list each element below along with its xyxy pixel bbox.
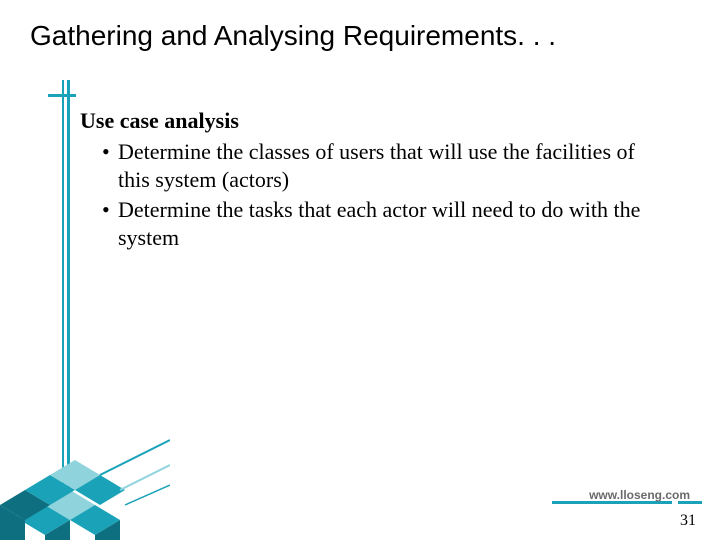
page-title: Gathering and Analysing Requirements. . … [30, 20, 556, 52]
list-item: Determine the classes of users that will… [102, 138, 670, 194]
bullet-list: Determine the classes of users that will… [80, 138, 670, 253]
slide: Gathering and Analysing Requirements. . … [0, 0, 720, 540]
subheading: Use case analysis [80, 108, 670, 134]
page-number: 31 [680, 512, 696, 530]
corner-decoration [0, 410, 170, 540]
content-block: Use case analysis Determine the classes … [80, 108, 670, 255]
list-item: Determine the tasks that each actor will… [102, 196, 670, 252]
footer-url: www.lloseng.com [589, 488, 690, 502]
